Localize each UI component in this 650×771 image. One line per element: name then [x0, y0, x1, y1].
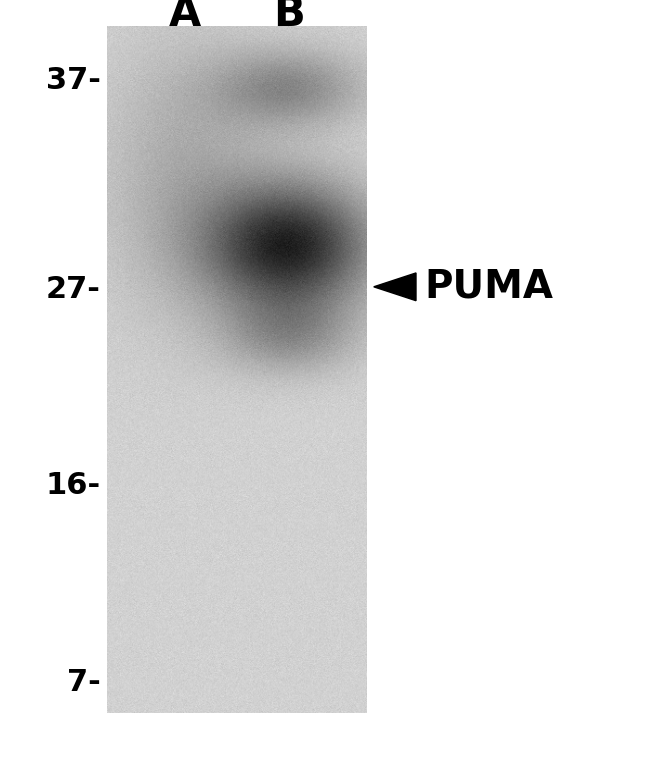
Text: B: B — [274, 0, 305, 35]
Polygon shape — [374, 273, 416, 301]
Text: 27-: 27- — [46, 274, 101, 304]
Text: 7-: 7- — [67, 668, 101, 697]
Text: 16-: 16- — [46, 471, 101, 500]
Text: 37-: 37- — [46, 66, 101, 96]
Text: PUMA: PUMA — [424, 268, 554, 306]
Text: A: A — [169, 0, 202, 35]
